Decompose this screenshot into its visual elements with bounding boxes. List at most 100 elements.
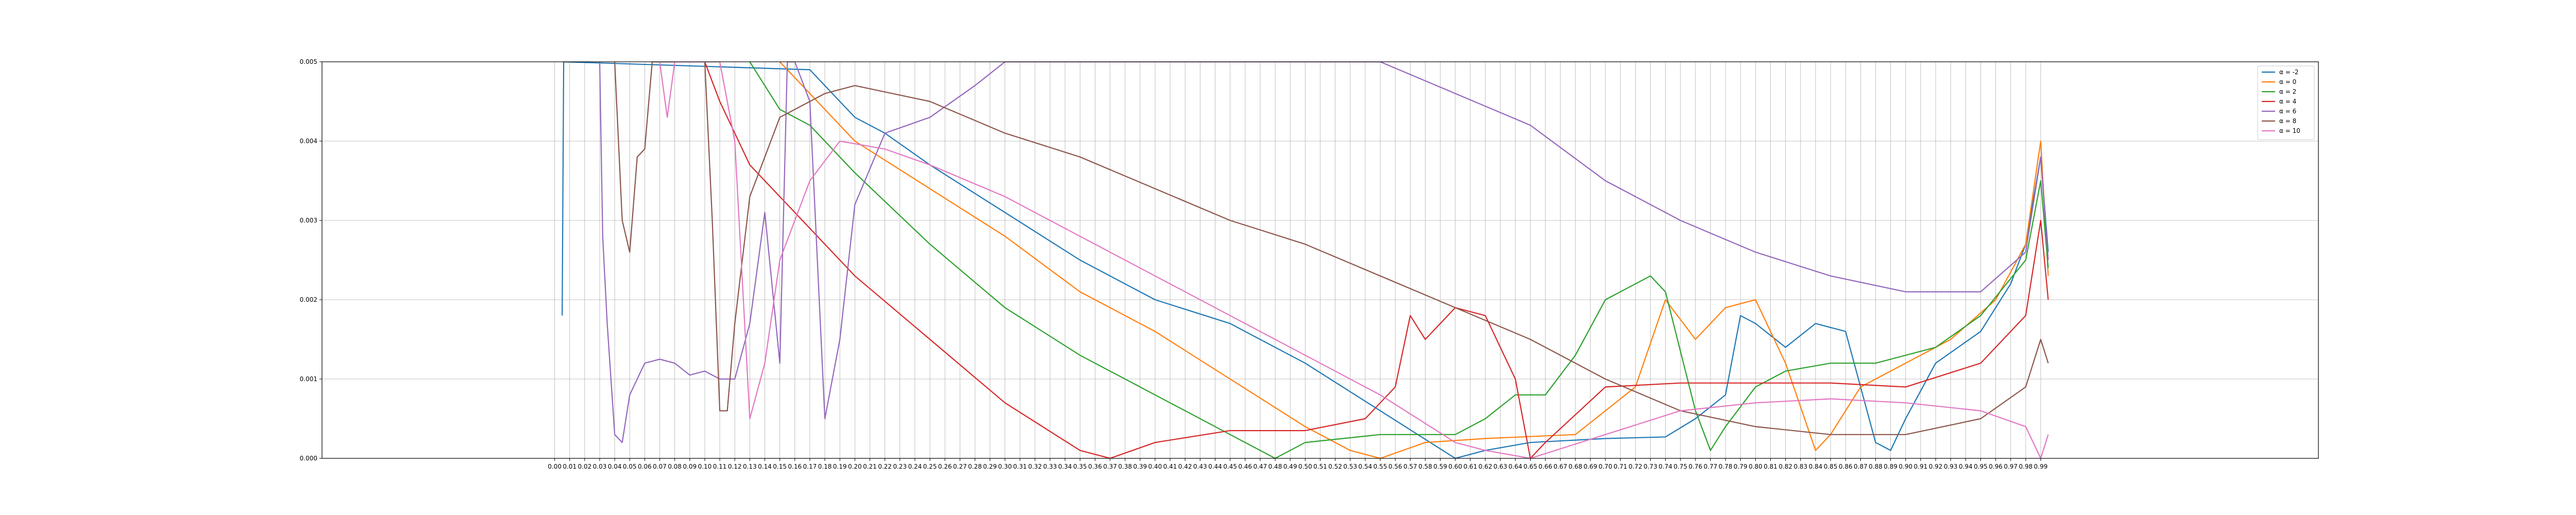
series-line-4 xyxy=(599,62,2049,443)
x-tick-label: 0.14 xyxy=(758,463,772,470)
x-tick-label: 0.01 xyxy=(563,463,577,470)
x-tick-label: 0.65 xyxy=(1523,463,1537,470)
x-tick-label: 0.77 xyxy=(1704,463,1718,470)
x-tick-label: 0.97 xyxy=(2004,463,2018,470)
x-axis-ticks: 0.00 0.01 0.02 0.03 0.04 0.05 0.06 0.07 0.08 0.09… xyxy=(548,458,2047,470)
x-tick-label: 0.70 xyxy=(1599,463,1613,470)
x-tick-label: 0.10 xyxy=(698,463,712,470)
x-tick-label: 0.23 xyxy=(893,463,907,470)
x-tick-label: 0.71 xyxy=(1614,463,1628,470)
x-tick-label: 0.88 xyxy=(1869,463,1883,470)
y-tick-label: 0.003 xyxy=(300,217,317,224)
series-line-3 xyxy=(704,62,2049,458)
x-tick-label: 0.50 xyxy=(1298,463,1312,470)
x-tick-label: 0.21 xyxy=(863,463,877,470)
x-tick-label: 0.62 xyxy=(1479,463,1493,470)
x-tick-label: 0.63 xyxy=(1494,463,1507,470)
series-line-5 xyxy=(614,62,2049,435)
series-line-0 xyxy=(562,62,2049,458)
x-tick-label: 0.57 xyxy=(1403,463,1417,470)
x-tick-label: 0.59 xyxy=(1433,463,1447,470)
x-tick-label: 0.35 xyxy=(1073,463,1087,470)
x-tick-label: 0.78 xyxy=(1719,463,1733,470)
x-tick-label: 0.85 xyxy=(1824,463,1838,470)
x-tick-label: 0.03 xyxy=(593,463,607,470)
legend-label: α = 10 xyxy=(2279,127,2300,134)
x-tick-label: 0.24 xyxy=(908,463,922,470)
x-tick-label: 0.58 xyxy=(1418,463,1432,470)
x-tick-label: 0.53 xyxy=(1343,463,1357,470)
x-tick-label: 0.36 xyxy=(1088,463,1102,470)
legend: α = -2 α = 0 α = 2 α = 4 α = 6 α = 8 α = 10 xyxy=(2257,65,2315,140)
x-tick-label: 0.25 xyxy=(923,463,937,470)
x-tick-label: 0.05 xyxy=(623,463,637,470)
x-tick-label: 0.81 xyxy=(1764,463,1777,470)
x-tick-label: 0.19 xyxy=(833,463,847,470)
x-tick-label: 0.28 xyxy=(968,463,982,470)
x-tick-label: 0.84 xyxy=(1809,463,1823,470)
x-tick-label: 0.29 xyxy=(983,463,997,470)
series-line-2 xyxy=(749,62,2049,458)
x-tick-label: 0.09 xyxy=(683,463,697,470)
x-tick-label: 0.73 xyxy=(1643,463,1657,470)
x-tick-label: 0.46 xyxy=(1238,463,1252,470)
x-tick-label: 0.89 xyxy=(1884,463,1897,470)
x-tick-label: 0.76 xyxy=(1689,463,1703,470)
legend-label: α = 4 xyxy=(2279,98,2296,105)
x-tick-label: 0.93 xyxy=(1944,463,1958,470)
x-tick-label: 0.90 xyxy=(1899,463,1912,470)
x-tick-label: 0.04 xyxy=(608,463,622,470)
x-tick-label: 0.68 xyxy=(1568,463,1582,470)
x-tick-label: 0.95 xyxy=(1974,463,1988,470)
x-tick-label: 0.47 xyxy=(1253,463,1267,470)
x-tick-label: 0.86 xyxy=(1839,463,1853,470)
x-tick-label: 0.79 xyxy=(1734,463,1748,470)
legend-label: α = 0 xyxy=(2279,78,2296,85)
x-tick-label: 0.32 xyxy=(1028,463,1042,470)
x-tick-label: 0.43 xyxy=(1193,463,1207,470)
x-tick-label: 0.00 xyxy=(548,463,562,470)
x-tick-label: 0.17 xyxy=(803,463,817,470)
x-tick-label: 0.40 xyxy=(1148,463,1162,470)
x-tick-label: 0.18 xyxy=(818,463,832,470)
y-tick-label: 0.000 xyxy=(300,455,317,462)
x-tick-label: 0.55 xyxy=(1374,463,1387,470)
x-tick-label: 0.02 xyxy=(578,463,592,470)
x-tick-label: 0.66 xyxy=(1538,463,1552,470)
x-tick-label: 0.41 xyxy=(1163,463,1177,470)
x-tick-label: 0.87 xyxy=(1854,463,1868,470)
x-tick-label: 0.61 xyxy=(1463,463,1477,470)
y-tick-label: 0.001 xyxy=(300,375,317,383)
x-tick-label: 0.33 xyxy=(1043,463,1057,470)
x-tick-label: 0.72 xyxy=(1629,463,1642,470)
series-line-1 xyxy=(779,62,2049,458)
x-tick-label: 0.52 xyxy=(1328,463,1342,470)
x-tick-label: 0.13 xyxy=(743,463,757,470)
x-tick-label: 0.16 xyxy=(788,463,802,470)
x-tick-label: 0.67 xyxy=(1553,463,1567,470)
x-tick-label: 0.27 xyxy=(953,463,967,470)
x-tick-label: 0.75 xyxy=(1673,463,1687,470)
x-tick-label: 0.80 xyxy=(1749,463,1762,470)
x-tick-label: 0.12 xyxy=(728,463,742,470)
x-tick-label: 0.20 xyxy=(848,463,862,470)
x-tick-label: 0.82 xyxy=(1778,463,1792,470)
x-tick-label: 0.54 xyxy=(1359,463,1372,470)
x-tick-label: 0.34 xyxy=(1058,463,1072,470)
x-tick-label: 0.83 xyxy=(1793,463,1807,470)
x-tick-label: 0.07 xyxy=(653,463,667,470)
x-tick-label: 0.74 xyxy=(1658,463,1672,470)
x-tick-label: 0.06 xyxy=(638,463,652,470)
y-tick-label: 0.002 xyxy=(300,296,317,303)
x-tick-label: 0.98 xyxy=(2019,463,2033,470)
x-tick-label: 0.38 xyxy=(1118,463,1132,470)
y-tick-label: 0.005 xyxy=(300,58,317,65)
x-tick-label: 0.44 xyxy=(1208,463,1222,470)
x-tick-label: 0.96 xyxy=(1989,463,2003,470)
legend-label: α = -2 xyxy=(2279,68,2299,76)
y-tick-label: 0.004 xyxy=(300,138,317,145)
x-tick-label: 0.60 xyxy=(1448,463,1462,470)
legend-label: α = 6 xyxy=(2279,108,2296,115)
